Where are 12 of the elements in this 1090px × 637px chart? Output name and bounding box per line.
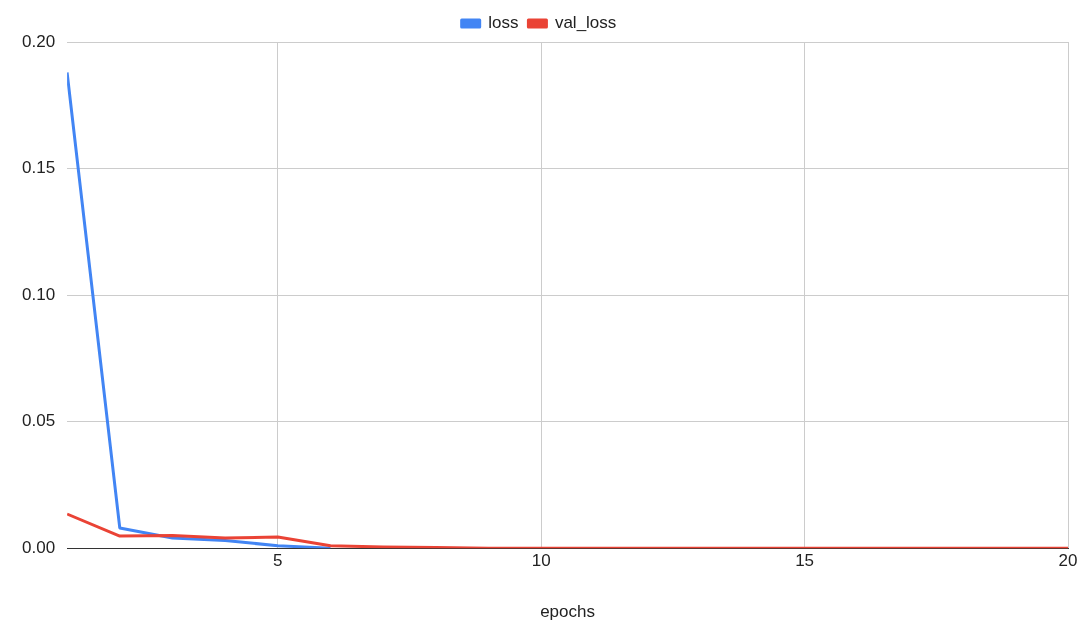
x-tick-label: 20 (1058, 551, 1078, 571)
y-tick-label: 0.15 (21, 158, 56, 178)
y-tick-label: 0.05 (21, 411, 56, 431)
x-tick-label: 15 (795, 551, 815, 571)
y-tick-label: 0.10 (21, 284, 56, 304)
y-tick-label: 0.00 (21, 537, 56, 557)
x-tick-label: 10 (531, 551, 551, 571)
legend-label: loss (488, 13, 519, 33)
y-tick-label: 0.20 (21, 31, 56, 51)
legend-label: val_loss (554, 13, 617, 33)
x-axis-title: epochs (540, 602, 595, 622)
x-tick-label: 5 (273, 551, 283, 571)
